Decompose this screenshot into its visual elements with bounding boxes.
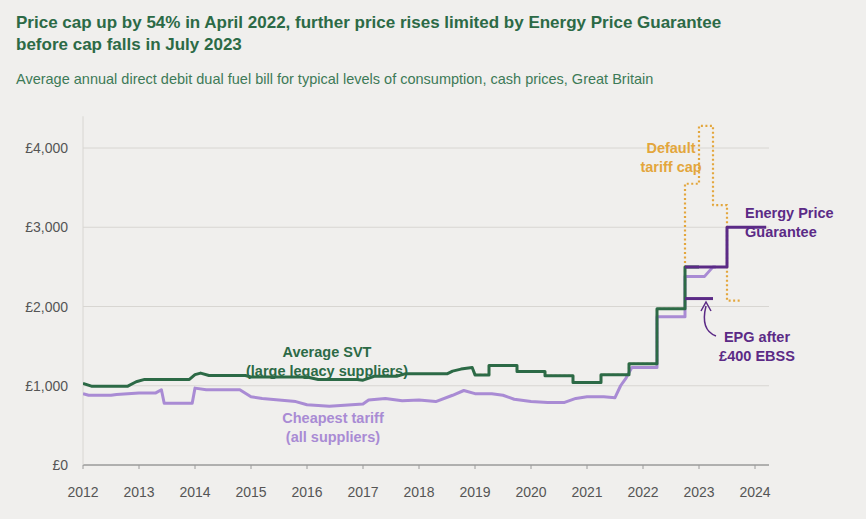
text-line: before cap falls in July 2023 (16, 35, 242, 54)
text-line: Cheapest tariff (282, 410, 384, 426)
x-tick (195, 465, 196, 469)
text-line: Price cap up by 54% in April 2022, furth… (16, 13, 721, 32)
text-line: £400 EBSS (719, 348, 795, 364)
series-line (83, 267, 716, 406)
series-label: Default tariff cap (640, 140, 701, 175)
background (0, 0, 866, 519)
x-tick-label: 2023 (683, 484, 714, 500)
y-tick-label: £4,000 (25, 140, 68, 156)
grid-line (83, 306, 769, 307)
x-tick (419, 465, 420, 469)
series-line (685, 297, 713, 300)
plot-area (83, 126, 766, 406)
x-tick (251, 465, 252, 469)
y-tick-label: £0 (52, 457, 68, 473)
text-line: Average SVT (283, 344, 372, 360)
title: Price cap up by 54% in April 2022, furth… (16, 13, 721, 54)
x-tick (643, 465, 644, 469)
y-tick-label: £1,000 (25, 378, 68, 394)
x-tick-label: 2022 (627, 484, 658, 500)
x-tick (587, 465, 588, 469)
grid-line (83, 227, 769, 228)
x-tick-label: 2020 (515, 484, 546, 500)
x-tick (363, 465, 364, 469)
x-tick-label: 2016 (291, 484, 322, 500)
x-tick (139, 465, 140, 469)
x-tick (475, 465, 476, 469)
y-axis-line (83, 116, 84, 465)
x-tick-label: 2015 (235, 484, 266, 500)
x-tick (307, 465, 308, 469)
grid-line (83, 465, 769, 466)
x-tick (699, 465, 700, 469)
x-tick-label: 2019 (459, 484, 490, 500)
x-tick-label: 2012 (67, 484, 98, 500)
x-axis-line (83, 465, 769, 466)
y-tick-label: £3,000 (25, 219, 68, 235)
chart: Price cap up by 54% in April 2022, furth… (0, 0, 866, 519)
text-line: tariff cap (640, 159, 701, 175)
x-tick (755, 465, 756, 469)
x-tick-label: 2017 (347, 484, 378, 500)
series-label: EPG after £400 EBSS (719, 329, 795, 364)
series-label: Average SVT (large legacy suppliers) (246, 344, 408, 379)
x-tick-label: 2013 (123, 484, 154, 500)
grid-line (83, 385, 769, 386)
series-line (475, 126, 741, 383)
x-tick-label: 2014 (179, 484, 210, 500)
text-line: Energy Price (745, 205, 834, 221)
y-tick-label: £2,000 (25, 299, 68, 315)
series-line (83, 267, 699, 386)
series-label: Energy Price Guarantee (745, 205, 834, 240)
x-tick-label: 2021 (571, 484, 602, 500)
text-line: Guarantee (745, 224, 817, 240)
x-tick-label: 2024 (739, 484, 770, 500)
text-line: (large legacy suppliers) (246, 363, 408, 379)
x-tick (83, 465, 84, 469)
text-line: Default (646, 140, 695, 156)
text-line: EPG after (724, 329, 790, 345)
x-tick-label: 2018 (403, 484, 434, 500)
series-label: Cheapest tariff (all suppliers) (282, 410, 384, 445)
x-tick (531, 465, 532, 469)
subtitle: Average annual direct debit dual fuel bi… (16, 71, 653, 87)
text-line: (all suppliers) (286, 429, 380, 445)
arrow-head (701, 302, 711, 311)
